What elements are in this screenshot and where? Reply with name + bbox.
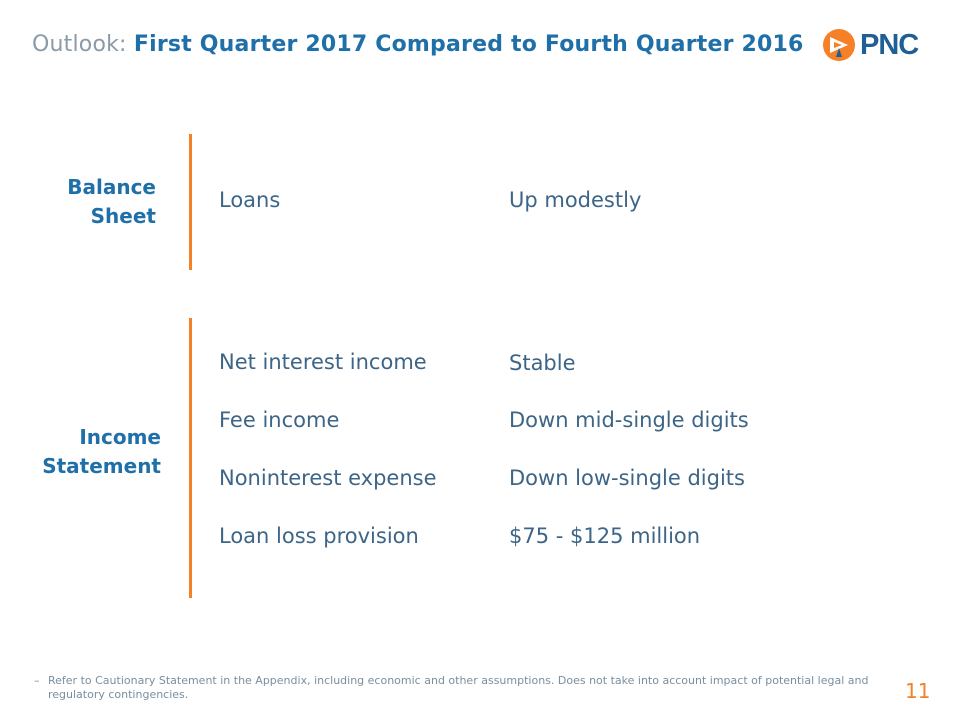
- income-row-label: Loan loss provision: [219, 524, 419, 548]
- footnote-marker: –: [34, 674, 40, 687]
- title-prefix: Outlook:: [32, 32, 127, 57]
- balance-sheet-row-label: Loans: [219, 188, 281, 212]
- income-statement-divider: [189, 318, 192, 598]
- pnc-logo-icon: [823, 29, 855, 61]
- title-main: First Quarter 2017 Compared to Fourth Qu…: [133, 32, 804, 57]
- income-statement-label-line2: Statement: [42, 454, 161, 478]
- footnote: – Refer to Cautionary Statement in the A…: [34, 674, 874, 702]
- pnc-logo: PNC: [822, 28, 919, 62]
- income-row-value: Down low-single digits: [509, 466, 745, 490]
- balance-sheet-divider: [189, 134, 192, 270]
- income-row-label: Fee income: [219, 408, 340, 432]
- balance-sheet-label-line1: Balance: [67, 175, 156, 199]
- income-row-label: Noninterest expense: [219, 466, 437, 490]
- footnote-text: Refer to Cautionary Statement in the App…: [48, 674, 869, 701]
- slide-title: Outlook: First Quarter 2017 Compared to …: [32, 30, 804, 60]
- income-row-label: Net interest income: [219, 350, 427, 374]
- logo-text: PNC: [860, 29, 919, 61]
- income-row-value: $75 - $125 million: [509, 524, 701, 548]
- balance-sheet-row-value: Up modestly: [509, 188, 642, 212]
- page-number: 11: [905, 679, 931, 703]
- income-row-value: Stable: [509, 351, 576, 375]
- income-statement-label: Income Statement: [30, 423, 161, 481]
- balance-sheet-label: Balance Sheet: [40, 173, 156, 231]
- balance-sheet-label-line2: Sheet: [90, 204, 156, 228]
- income-row-value: Down mid-single digits: [509, 408, 749, 432]
- income-statement-label-line1: Income: [79, 425, 161, 449]
